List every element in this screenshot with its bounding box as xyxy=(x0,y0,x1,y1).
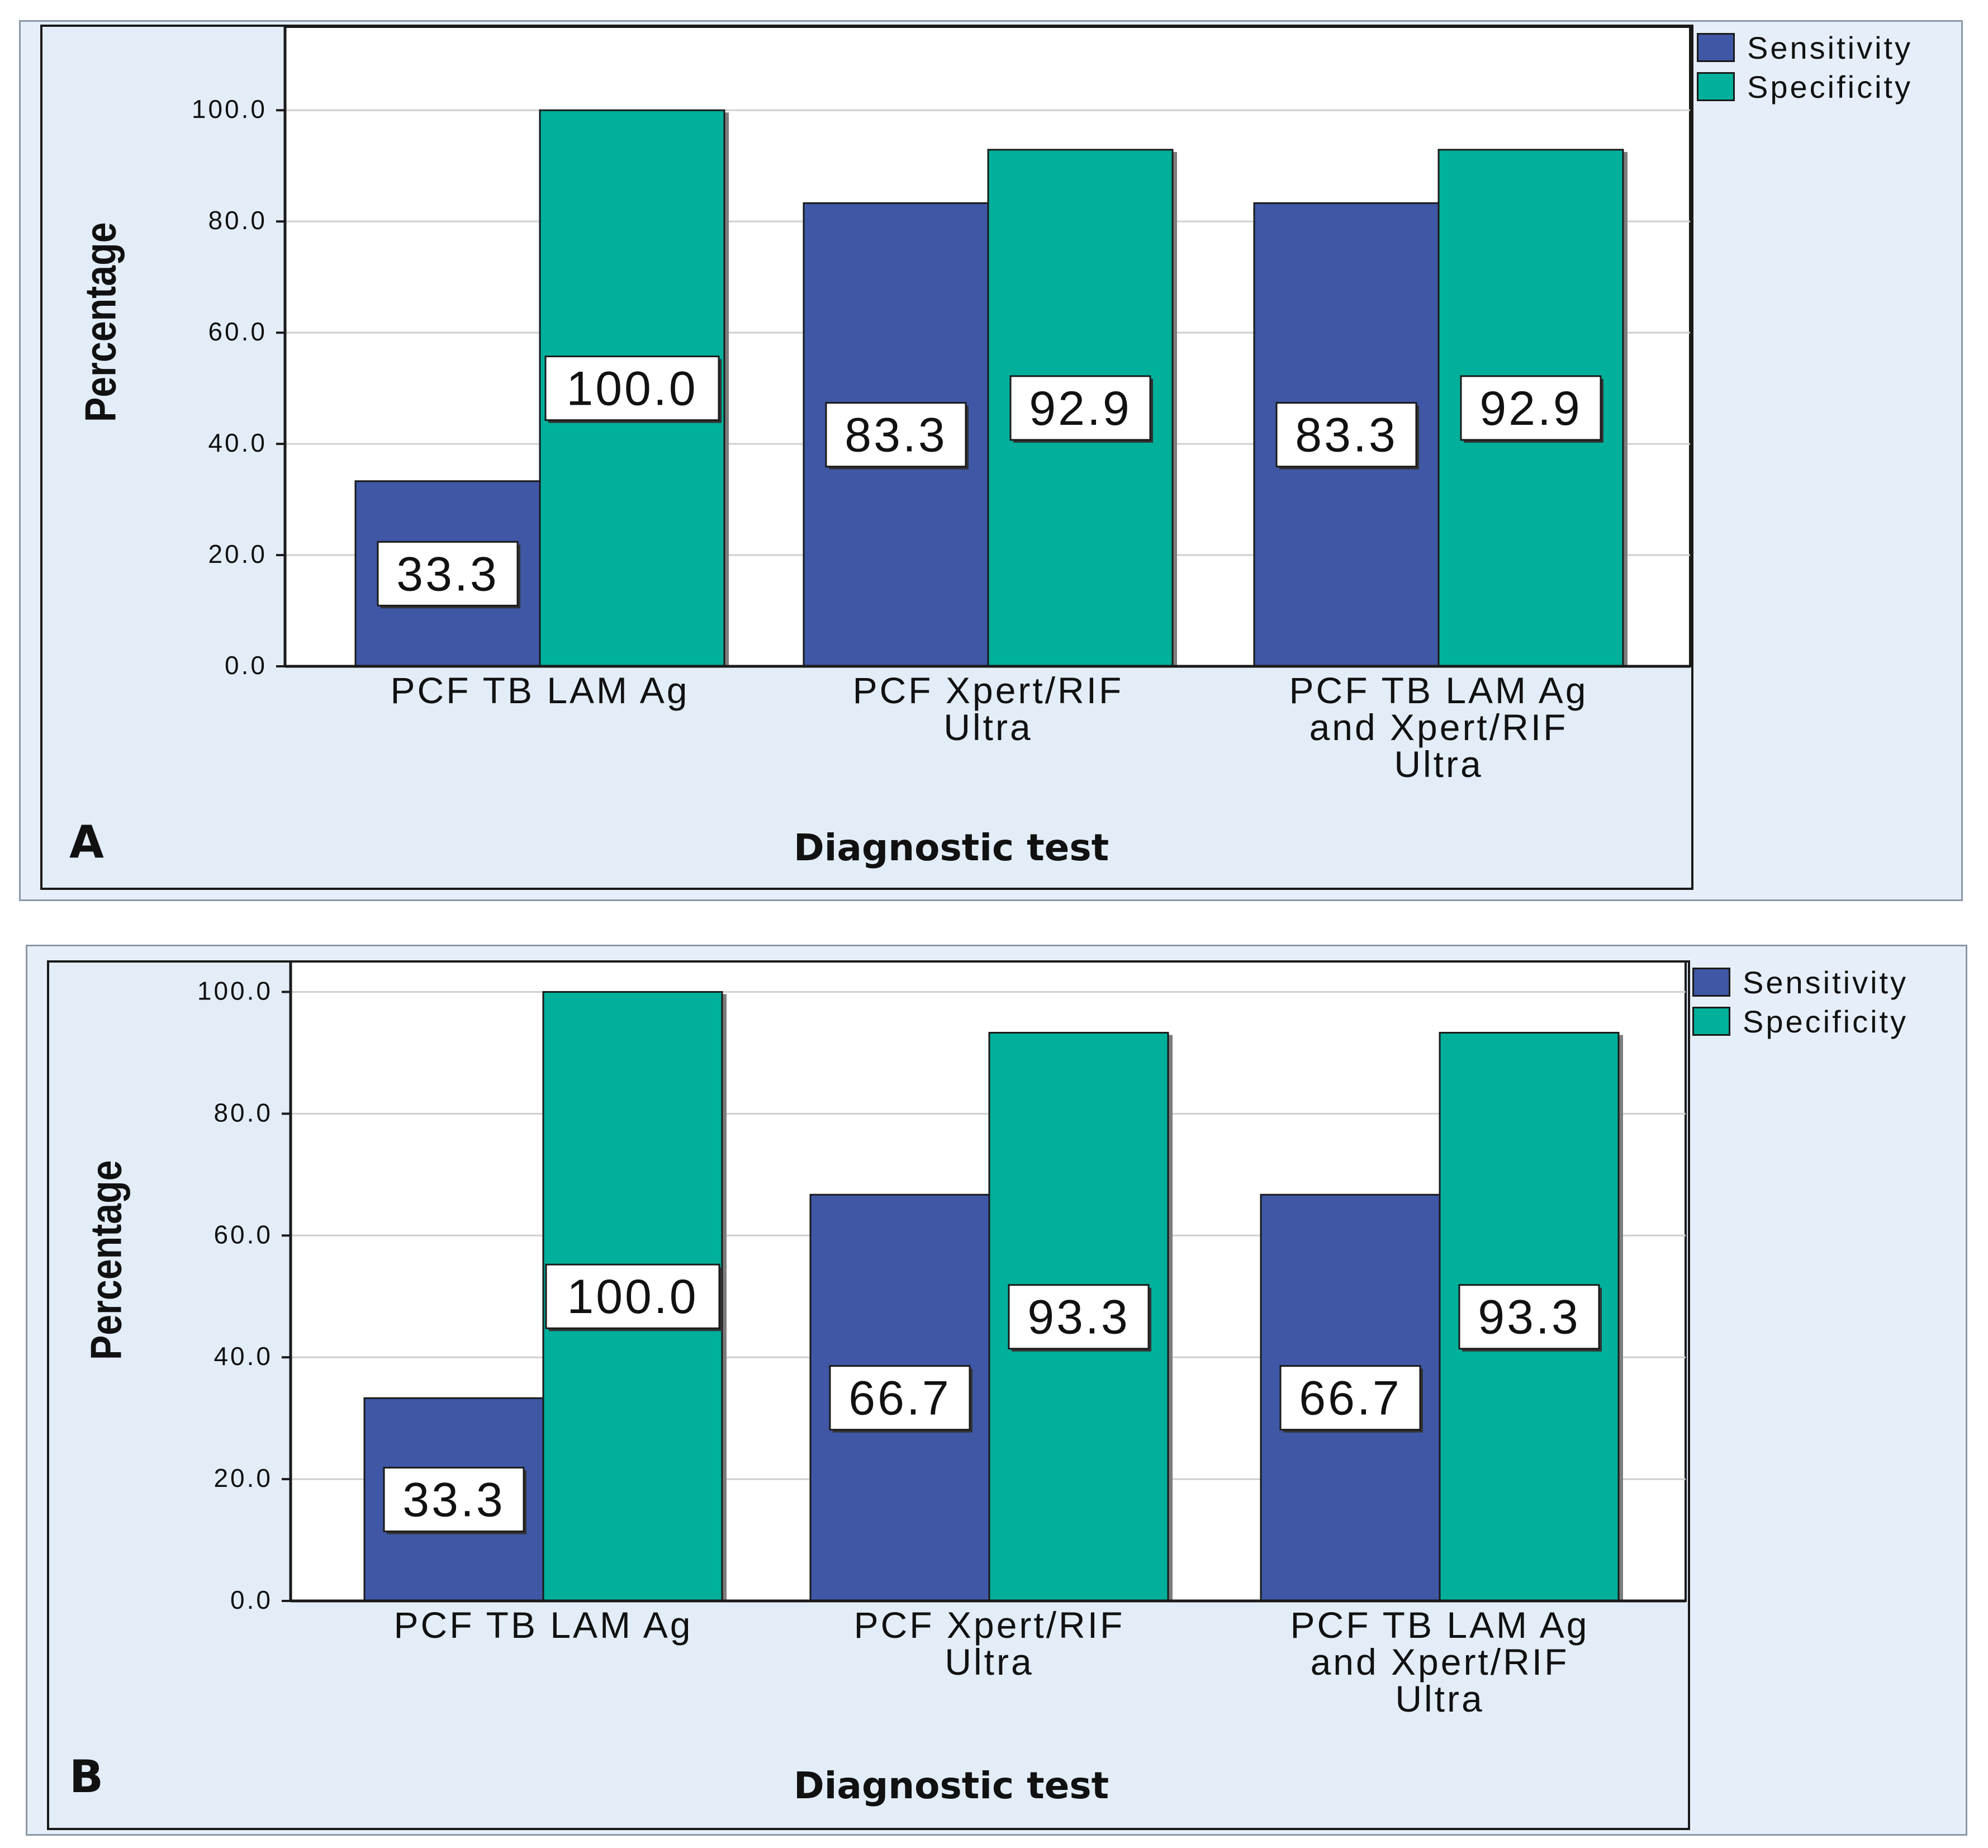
category-label: Ultra xyxy=(945,1641,1033,1683)
data-label-box xyxy=(1458,1284,1600,1350)
x-axis-title-b: Diagnostic test xyxy=(794,1764,1109,1807)
data-label: 100.0 xyxy=(567,1270,698,1324)
legend-a: Sensitivity Specificity xyxy=(1697,28,1913,106)
category-label: PCF TB LAM Ag xyxy=(391,670,690,711)
category-label: Ultra xyxy=(1394,743,1483,785)
legend-item-specificity: Specificity xyxy=(1697,67,1913,106)
y-tick-label: 40.0 xyxy=(213,1342,273,1371)
y-tick-label: 20.0 xyxy=(208,539,267,568)
category-label: PCF Xpert/RIF xyxy=(853,670,1124,711)
data-label-box xyxy=(383,1467,525,1533)
sensitivity-swatch xyxy=(1692,968,1730,997)
specificity-swatch xyxy=(1697,72,1735,101)
legend-item-specificity: Specificity xyxy=(1692,1002,1908,1041)
data-label: 93.3 xyxy=(1478,1291,1580,1344)
panel-letter-b: B xyxy=(69,1751,103,1803)
data-label: 92.9 xyxy=(1479,382,1582,435)
data-label: 33.3 xyxy=(402,1473,505,1527)
y-tick-label: 100.0 xyxy=(192,94,267,124)
y-tick-label: 0.0 xyxy=(230,1585,273,1614)
y-tick-label: 100.0 xyxy=(197,976,273,1005)
data-label-box xyxy=(1460,375,1602,441)
data-label: 83.3 xyxy=(1295,409,1397,462)
category-label: and Xpert/RIF xyxy=(1311,1641,1569,1683)
y-tick-label: 80.0 xyxy=(208,206,267,235)
y-tick-label: 80.0 xyxy=(213,1098,273,1127)
data-label-box xyxy=(1008,1284,1150,1350)
y-tick-label: 0.0 xyxy=(225,651,267,680)
x-axis-title-a: Diagnostic test xyxy=(794,826,1109,869)
category-label: PCF Xpert/RIF xyxy=(854,1604,1125,1646)
legend-label-specificity: Specificity xyxy=(1747,69,1913,105)
y-axis-title-b: Percentage xyxy=(81,1160,131,1360)
legend-item-sensitivity: Sensitivity xyxy=(1697,28,1913,67)
data-label-box xyxy=(825,402,967,468)
legend-b: Sensitivity Specificity xyxy=(1692,963,1908,1041)
data-label: 33.3 xyxy=(396,547,499,601)
data-label-box xyxy=(545,1263,720,1329)
panel-letter-a: A xyxy=(69,816,104,868)
category-label: PCF TB LAM Ag xyxy=(1290,1604,1590,1646)
data-label: 66.7 xyxy=(848,1372,951,1425)
data-label-box xyxy=(829,1365,971,1431)
category-label: Ultra xyxy=(943,707,1032,748)
data-label-box xyxy=(1009,375,1151,441)
data-label-box xyxy=(1275,402,1417,468)
category-label: Ultra xyxy=(1395,1678,1484,1719)
category-label: PCF TB LAM Ag xyxy=(1289,670,1588,711)
data-label: 93.3 xyxy=(1027,1291,1130,1344)
legend-item-sensitivity: Sensitivity xyxy=(1692,963,1908,1002)
data-label-box xyxy=(377,541,519,606)
data-label-box xyxy=(544,356,720,421)
data-label: 83.3 xyxy=(844,409,947,462)
data-label: 92.9 xyxy=(1029,382,1131,435)
y-tick-label: 60.0 xyxy=(208,317,267,346)
data-label: 100.0 xyxy=(566,362,698,416)
category-label: PCF TB LAM Ag xyxy=(394,1604,693,1646)
y-tick-label: 20.0 xyxy=(213,1463,273,1492)
data-label-box xyxy=(1279,1365,1421,1431)
legend-label-sensitivity: Sensitivity xyxy=(1743,964,1909,1000)
y-tick-label: 60.0 xyxy=(213,1220,273,1249)
category-label: and Xpert/RIF xyxy=(1309,707,1568,748)
legend-label-specificity: Specificity xyxy=(1743,1003,1909,1039)
y-tick-label: 40.0 xyxy=(208,428,267,457)
sensitivity-swatch xyxy=(1697,33,1735,62)
legend-label-sensitivity: Sensitivity xyxy=(1747,30,1913,65)
specificity-swatch xyxy=(1692,1007,1730,1036)
data-label: 66.7 xyxy=(1299,1372,1401,1425)
